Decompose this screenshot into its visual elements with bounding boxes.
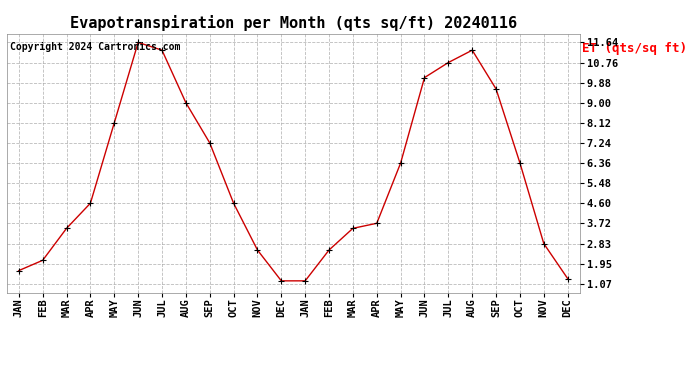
Title: Evapotranspiration per Month (qts sq/ft) 20240116: Evapotranspiration per Month (qts sq/ft)…: [70, 15, 517, 31]
Text: ET (qts/sq ft): ET (qts/sq ft): [582, 42, 687, 54]
Text: Copyright 2024 Cartronics.com: Copyright 2024 Cartronics.com: [10, 42, 180, 51]
